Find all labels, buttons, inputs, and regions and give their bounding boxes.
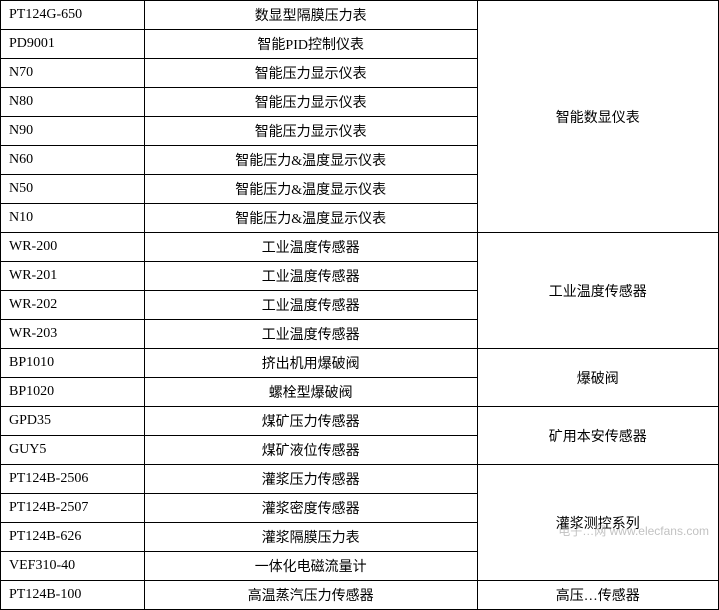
table-row: WR-200工业温度传感器工业温度传感器	[1, 233, 719, 262]
description-cell: 灌浆密度传感器	[144, 494, 477, 523]
model-cell: N70	[1, 59, 145, 88]
category-cell: 高压…传感器	[477, 581, 718, 610]
model-cell: GPD35	[1, 407, 145, 436]
model-cell: PD9001	[1, 30, 145, 59]
model-cell: WR-202	[1, 291, 145, 320]
description-cell: 工业温度传感器	[144, 320, 477, 349]
description-cell: 灌浆隔膜压力表	[144, 523, 477, 552]
model-cell: WR-201	[1, 262, 145, 291]
description-cell: 智能压力显示仪表	[144, 88, 477, 117]
model-cell: WR-200	[1, 233, 145, 262]
description-cell: 煤矿液位传感器	[144, 436, 477, 465]
product-table-container: PT124G-650数显型隔膜压力表智能数显仪表PD9001智能PID控制仪表N…	[0, 0, 719, 610]
description-cell: 高温蒸汽压力传感器	[144, 581, 477, 610]
description-cell: 数显型隔膜压力表	[144, 1, 477, 30]
table-row: PT124G-650数显型隔膜压力表智能数显仪表	[1, 1, 719, 30]
category-cell: 爆破阀	[477, 349, 718, 407]
description-cell: 工业温度传感器	[144, 233, 477, 262]
category-cell: 工业温度传感器	[477, 233, 718, 349]
description-cell: 智能压力&温度显示仪表	[144, 146, 477, 175]
table-row: GPD35煤矿压力传感器矿用本安传感器	[1, 407, 719, 436]
description-cell: 工业温度传感器	[144, 291, 477, 320]
product-table: PT124G-650数显型隔膜压力表智能数显仪表PD9001智能PID控制仪表N…	[0, 0, 719, 610]
model-cell: N10	[1, 204, 145, 233]
model-cell: PT124B-2507	[1, 494, 145, 523]
model-cell: BP1010	[1, 349, 145, 378]
table-row: BP1010挤出机用爆破阀爆破阀	[1, 349, 719, 378]
description-cell: 智能压力显示仪表	[144, 117, 477, 146]
category-cell: 智能数显仪表	[477, 1, 718, 233]
model-cell: PT124B-626	[1, 523, 145, 552]
model-cell: N80	[1, 88, 145, 117]
model-cell: N90	[1, 117, 145, 146]
description-cell: 工业温度传感器	[144, 262, 477, 291]
model-cell: PT124G-650	[1, 1, 145, 30]
table-row: PT124B-2506灌浆压力传感器灌浆测控系列	[1, 465, 719, 494]
model-cell: VEF310-40	[1, 552, 145, 581]
model-cell: N50	[1, 175, 145, 204]
table-row: PT124B-100高温蒸汽压力传感器高压…传感器	[1, 581, 719, 610]
description-cell: 智能PID控制仪表	[144, 30, 477, 59]
description-cell: 智能压力&温度显示仪表	[144, 175, 477, 204]
description-cell: 灌浆压力传感器	[144, 465, 477, 494]
model-cell: GUY5	[1, 436, 145, 465]
description-cell: 一体化电磁流量计	[144, 552, 477, 581]
model-cell: N60	[1, 146, 145, 175]
model-cell: PT124B-2506	[1, 465, 145, 494]
description-cell: 智能压力&温度显示仪表	[144, 204, 477, 233]
model-cell: BP1020	[1, 378, 145, 407]
description-cell: 挤出机用爆破阀	[144, 349, 477, 378]
watermark-text: 电子…网 www.elecfans.com	[558, 522, 709, 539]
category-cell: 矿用本安传感器	[477, 407, 718, 465]
model-cell: WR-203	[1, 320, 145, 349]
description-cell: 螺栓型爆破阀	[144, 378, 477, 407]
description-cell: 智能压力显示仪表	[144, 59, 477, 88]
model-cell: PT124B-100	[1, 581, 145, 610]
description-cell: 煤矿压力传感器	[144, 407, 477, 436]
